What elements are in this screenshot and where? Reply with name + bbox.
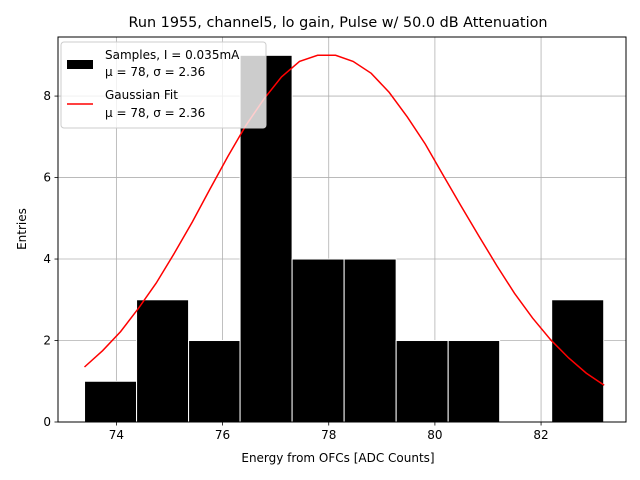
x-tick-label-3: 80 [427,428,442,442]
histogram-bar-2 [188,340,241,423]
chart-title: Run 1955, channel5, lo gain, Pulse w/ 50… [129,15,548,31]
x-axis-ticks: 74 76 78 80 82 [109,422,549,442]
histogram-bar-9 [551,299,605,423]
plot-frame [57,36,627,423]
y-axis-ticks: 0 2 4 6 8 [43,89,58,429]
gaussian-fit [83,54,605,386]
y-tick-label-4: 8 [43,89,51,103]
x-tick-label-2: 78 [321,428,336,442]
legend-label-samples: Samples, I = 0.035mA [105,48,240,62]
y-tick-label-0: 0 [43,415,51,429]
legend: Samples, I = 0.035mA μ = 78, σ = 2.36 Ga… [60,41,267,129]
y-tick-label-1: 2 [43,334,51,348]
histogram-bar-0 [84,380,138,423]
legend-label-fit: Gaussian Fit [105,88,178,102]
legend-box [60,41,267,129]
fit-curve [83,54,605,386]
histogram-bar-1 [136,299,190,423]
legend-swatch-samples [67,60,93,69]
histogram-bar-6 [395,340,449,423]
x-axis-label: Energy from OFCs [ADC Counts] [241,451,434,465]
y-tick-label-3: 6 [43,171,51,185]
y-axis-label: Entries [15,208,29,250]
histogram-bar-5 [343,258,397,423]
y-tick-label-2: 4 [43,252,51,266]
legend-sub-fit: μ = 78, σ = 2.36 [105,106,205,120]
histogram-bar-4 [291,258,345,423]
legend-sub-samples: μ = 78, σ = 2.36 [105,65,205,79]
x-tick-label-0: 74 [109,428,124,442]
histogram-bar-7 [447,340,501,423]
x-tick-label-1: 76 [215,428,230,442]
x-tick-label-4: 82 [533,428,548,442]
